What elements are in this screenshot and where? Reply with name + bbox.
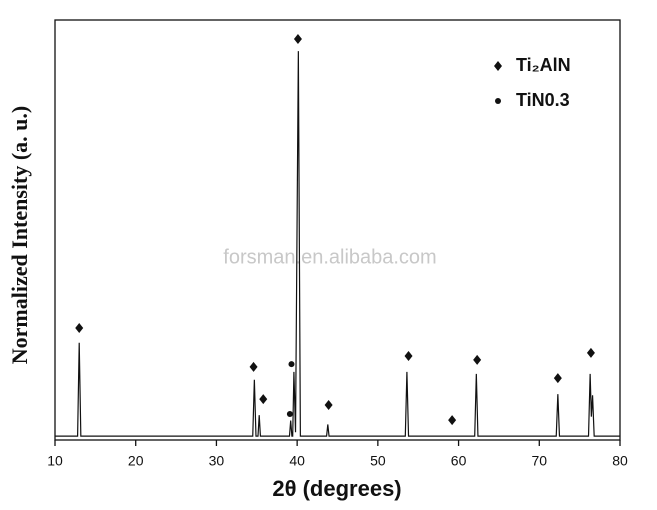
phase-marker: [293, 34, 302, 45]
phase-marker: [75, 323, 84, 333]
legend-label: TiN0.3: [516, 90, 570, 110]
phase-marker: [586, 347, 595, 358]
plot-frame: [54, 19, 621, 441]
phase-marker: [286, 410, 293, 417]
y-axis-label: Normalized Intensity (a. u.): [7, 106, 32, 364]
phase-marker: [473, 354, 482, 365]
phase-marker: [553, 373, 562, 384]
watermark: forsman.en.alibaba.com: [223, 246, 436, 268]
phase-marker: [288, 361, 295, 368]
x-tick-label: 30: [209, 453, 225, 469]
x-tick-label: 60: [451, 453, 467, 469]
x-tick-label: 80: [612, 453, 628, 469]
phase-marker: [448, 415, 457, 426]
phase-marker: [249, 361, 258, 372]
legend-symbol: [494, 61, 502, 71]
x-axis-label: 2θ (degrees): [272, 476, 401, 501]
legend-label: Ti₂AlN: [516, 55, 571, 75]
x-tick-label: 70: [531, 453, 547, 469]
legend-symbol: [495, 98, 501, 104]
x-tick-label: 20: [128, 453, 144, 469]
phase-marker: [324, 400, 333, 410]
phase-marker: [404, 351, 413, 361]
x-tick-label: 10: [47, 453, 63, 469]
phase-marker: [259, 394, 268, 405]
spectrum-line: [55, 51, 620, 437]
x-tick-label: 50: [370, 453, 386, 469]
x-tick-label: 40: [289, 453, 305, 469]
